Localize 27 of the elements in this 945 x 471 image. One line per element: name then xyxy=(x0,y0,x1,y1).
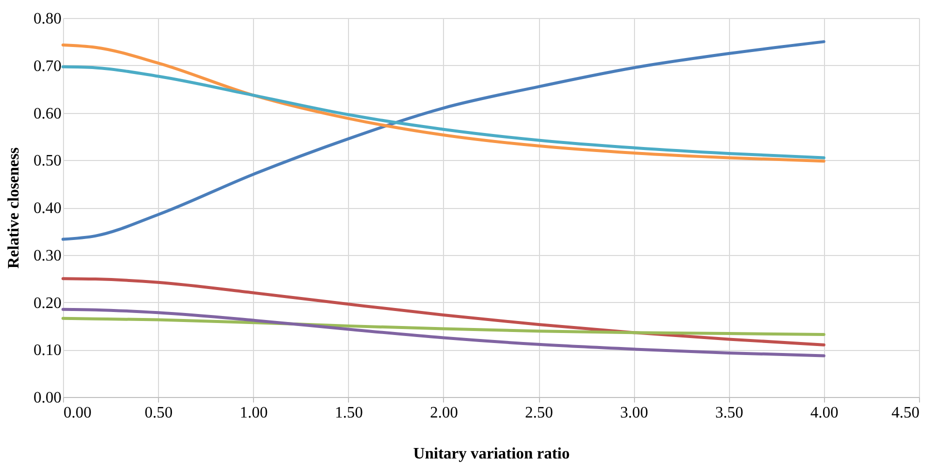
x-tick-label: 1.50 xyxy=(334,404,363,422)
line-series xyxy=(62,308,826,358)
y-tick-label: 0.50 xyxy=(34,152,62,170)
y-tick-label: 0.60 xyxy=(34,105,62,122)
x-tick-label: 0.00 xyxy=(64,404,92,422)
x-tick-label: 3.50 xyxy=(715,404,744,422)
y-tick-label: 0.10 xyxy=(34,342,62,360)
x-tick-label: 2.00 xyxy=(430,404,458,422)
line-series xyxy=(62,277,826,346)
x-axis-title: Unitary variation ratio xyxy=(413,446,570,462)
x-tick-label: 3.00 xyxy=(620,404,648,422)
line-series xyxy=(62,316,826,336)
y-axis-title: Relative closeness xyxy=(6,147,22,269)
x-tick-label: 4.50 xyxy=(892,404,920,422)
y-tick-label: 0.80 xyxy=(34,10,62,28)
line-series xyxy=(62,40,826,241)
y-tick-label: 0.40 xyxy=(34,200,62,217)
y-tick-label: 0.20 xyxy=(34,294,62,312)
y-tick-label: 0.30 xyxy=(34,247,62,264)
y-tick-label: 0.70 xyxy=(34,58,62,75)
x-tick-label: 2.50 xyxy=(525,404,554,422)
x-tick-label: 4.00 xyxy=(810,404,838,422)
x-tick-label: 1.00 xyxy=(240,404,268,422)
x-tick-label: 0.50 xyxy=(144,404,173,422)
line-series xyxy=(62,65,826,160)
line-series xyxy=(62,44,826,163)
y-tick-label: 0.00 xyxy=(34,390,62,406)
